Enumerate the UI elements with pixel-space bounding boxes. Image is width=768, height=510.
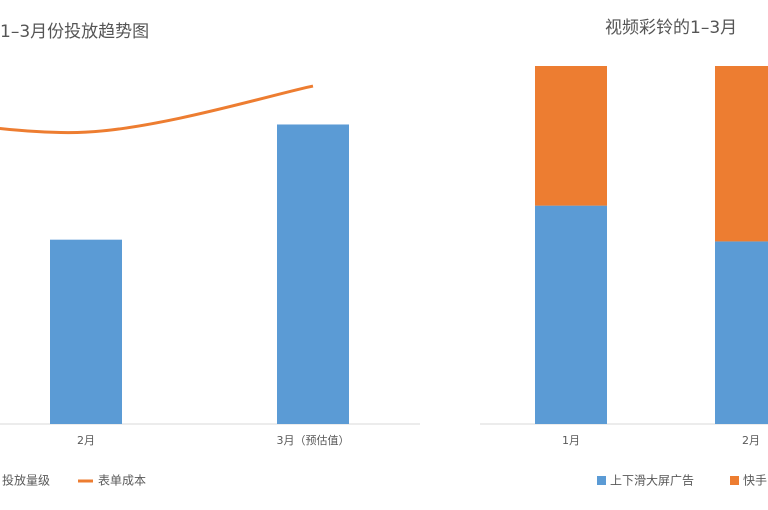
legend-label: 上下滑大屏广告 [610,474,694,488]
legend-label: 快手 [743,474,767,488]
bar [50,239,122,424]
legend-swatch [597,476,606,485]
x-tick-label: 2月 [742,434,760,447]
bar-segment [715,66,768,242]
chart-title: 视频彩铃的1–3月 [605,18,737,38]
x-tick-label: 1月 [562,434,580,447]
line [0,84,314,135]
x-tick-label: 3月（预估值） [277,434,350,447]
legend-label: 表单成本 [98,474,146,488]
bar-segment [715,241,768,424]
bar-segment [535,66,607,206]
chart-title: 1–3月份投放趋势图 [0,22,149,42]
legend-swatch [730,476,739,485]
legend-label: 投放量级 [2,473,50,488]
x-tick-label: 2月 [77,434,95,447]
bar-segment [535,205,607,424]
bar [277,124,349,424]
